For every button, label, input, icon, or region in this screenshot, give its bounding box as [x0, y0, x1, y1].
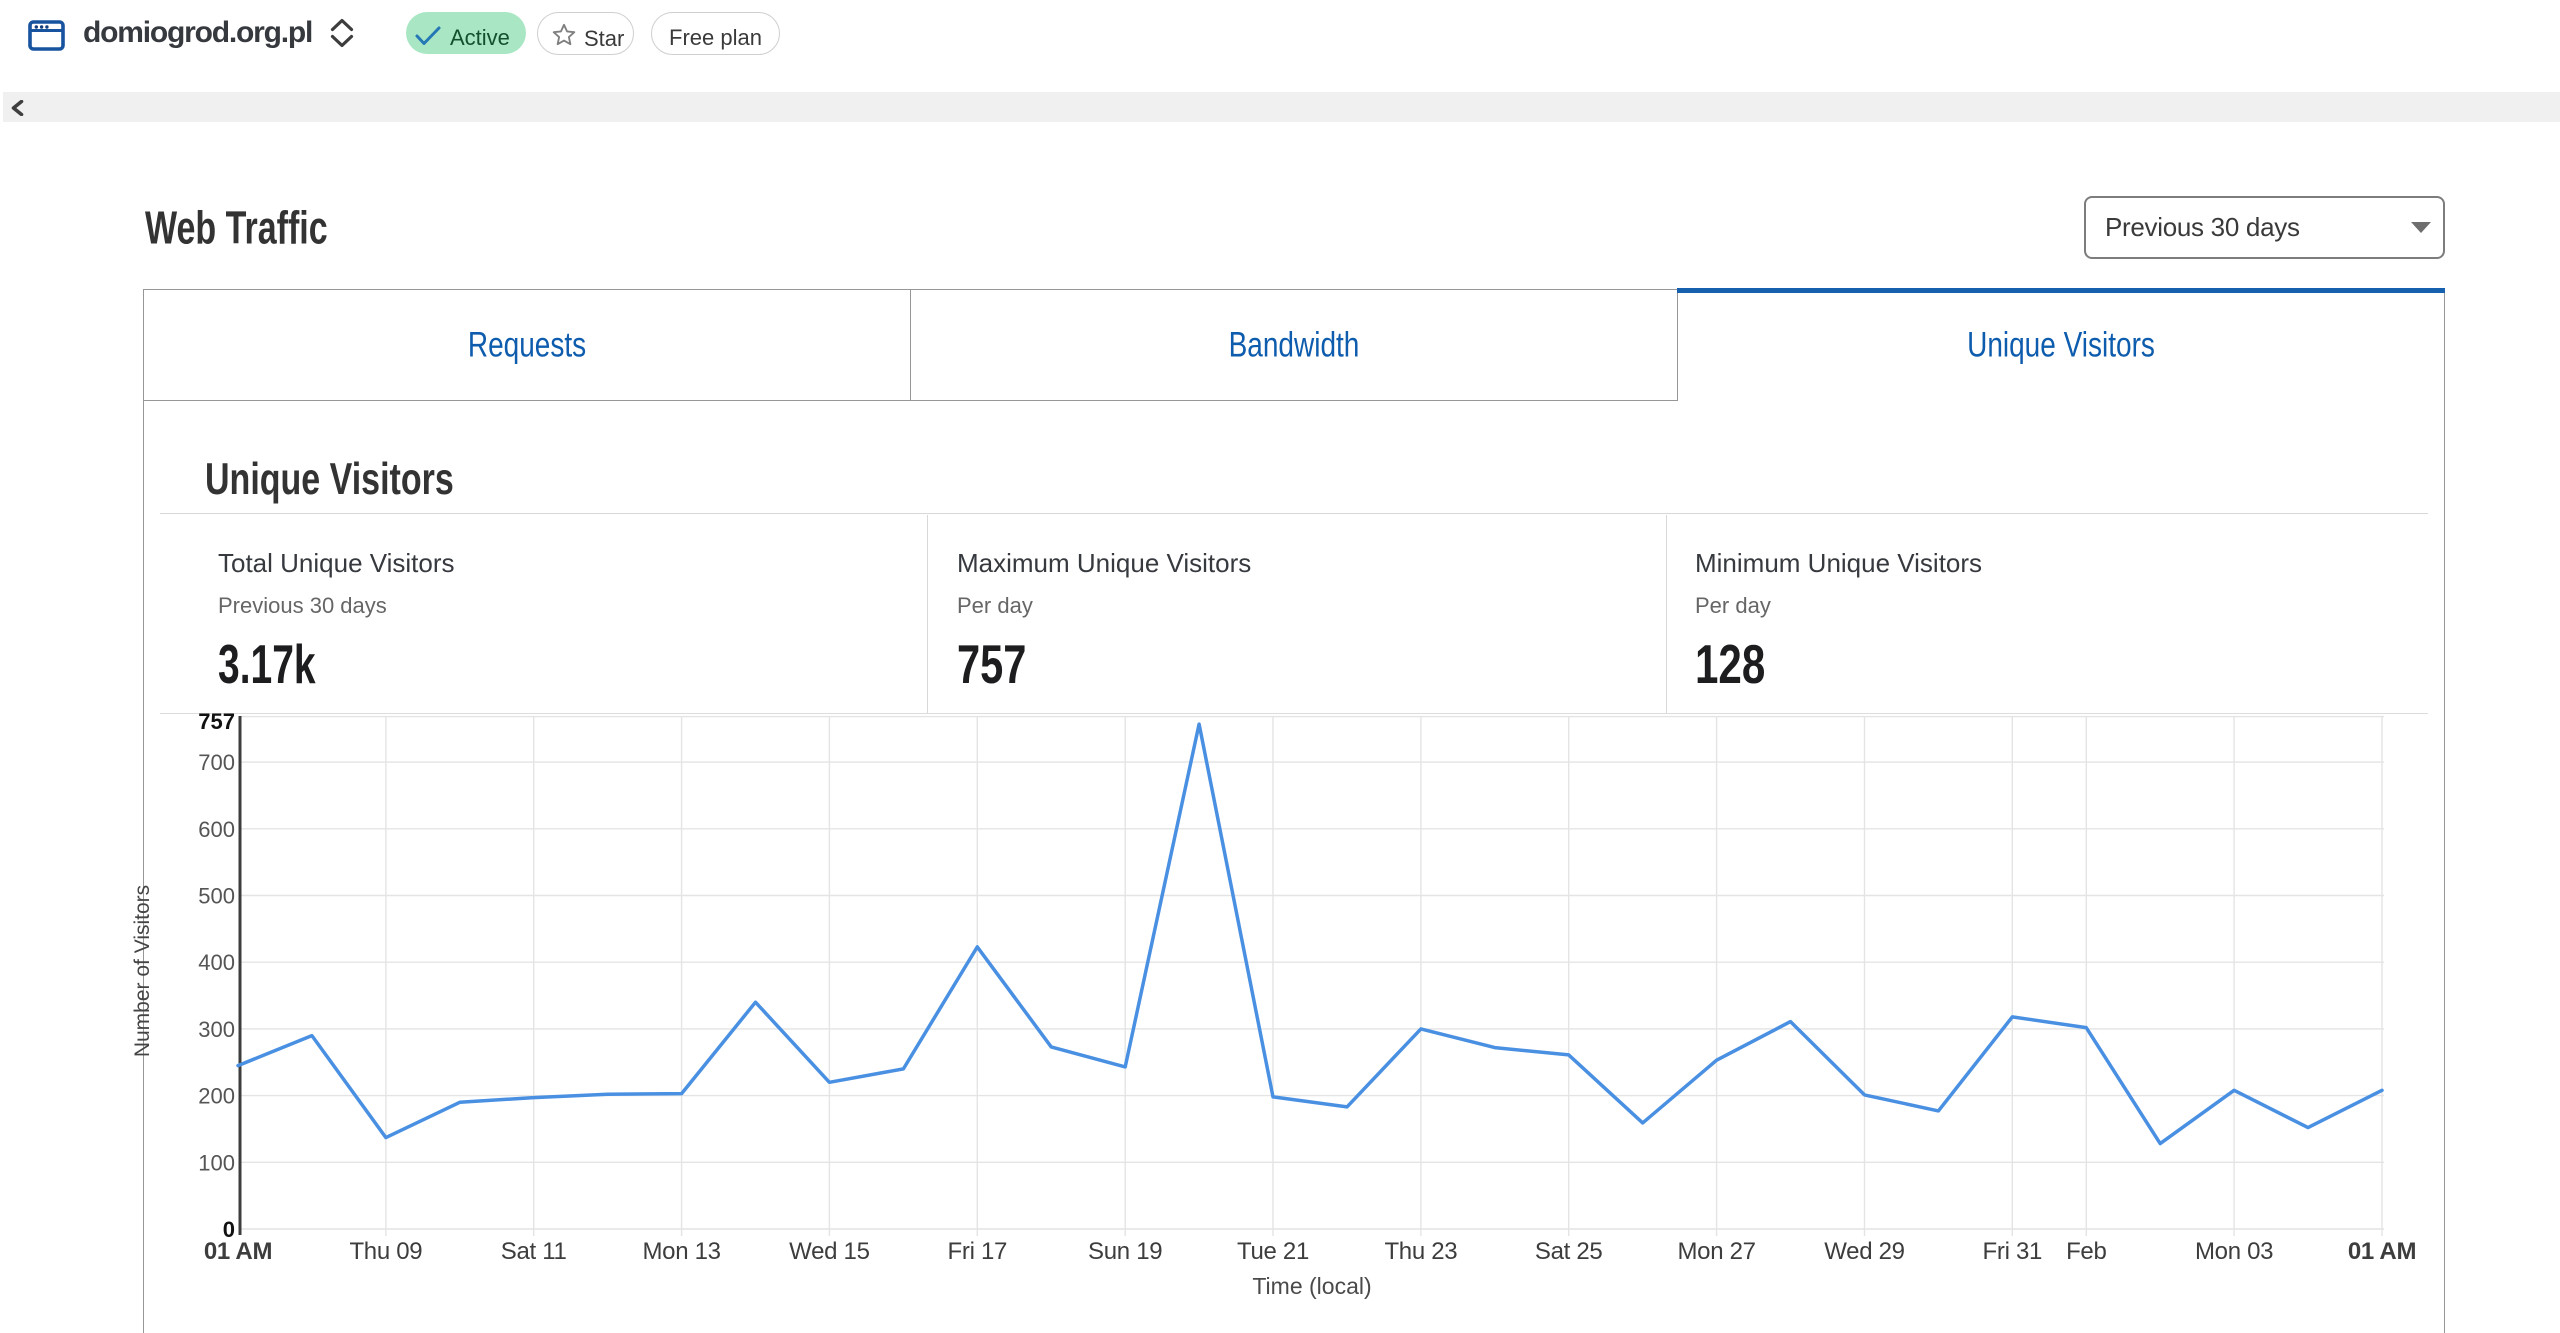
svg-text:300: 300 [198, 1017, 235, 1042]
svg-text:01 AM: 01 AM [204, 1238, 272, 1265]
svg-text:757: 757 [198, 709, 235, 734]
svg-text:Sun 19: Sun 19 [1088, 1238, 1162, 1265]
svg-text:Thu 23: Thu 23 [1384, 1238, 1457, 1265]
svg-text:Mon 03: Mon 03 [2195, 1238, 2273, 1265]
svg-text:Fri 31: Fri 31 [1983, 1238, 2043, 1265]
svg-text:Thu 09: Thu 09 [349, 1238, 422, 1265]
svg-text:0: 0 [223, 1217, 235, 1242]
svg-text:Tue 21: Tue 21 [1237, 1238, 1309, 1265]
svg-text:Wed 15: Wed 15 [789, 1238, 869, 1265]
svg-text:100: 100 [198, 1150, 235, 1175]
svg-text:400: 400 [198, 950, 235, 975]
svg-text:600: 600 [198, 817, 235, 842]
svg-text:Feb: Feb [2066, 1238, 2106, 1265]
svg-text:01 AM: 01 AM [2348, 1238, 2416, 1265]
svg-text:Mon 13: Mon 13 [642, 1238, 720, 1265]
svg-text:Mon 27: Mon 27 [1677, 1238, 1755, 1265]
svg-text:500: 500 [198, 884, 235, 909]
svg-text:Time (local): Time (local) [1252, 1273, 1371, 1299]
svg-text:200: 200 [198, 1084, 235, 1109]
svg-text:Sat 25: Sat 25 [1535, 1238, 1603, 1265]
svg-text:Wed 29: Wed 29 [1824, 1238, 1904, 1265]
svg-text:700: 700 [198, 750, 235, 775]
svg-text:Fri 17: Fri 17 [948, 1238, 1008, 1265]
svg-text:Sat 11: Sat 11 [501, 1238, 567, 1265]
svg-text:Number of Visitors: Number of Visitors [131, 885, 154, 1057]
